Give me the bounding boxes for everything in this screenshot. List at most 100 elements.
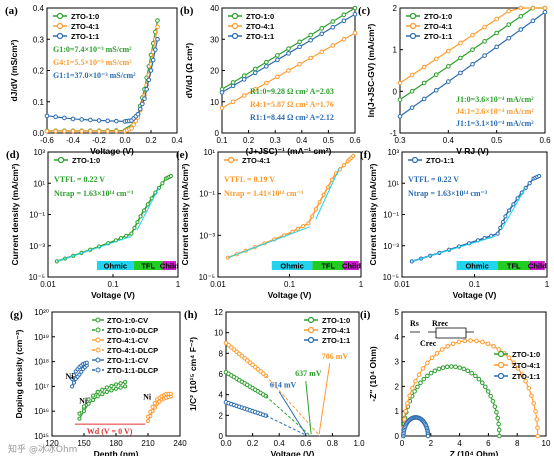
data-point bbox=[530, 18, 536, 24]
data-point bbox=[421, 376, 427, 382]
x-tick-label: 4 bbox=[457, 439, 462, 448]
data-point bbox=[482, 39, 487, 44]
y-axis-label: Current density (mA/cm²) bbox=[10, 163, 20, 265]
data-point bbox=[421, 64, 427, 70]
region-ohmic bbox=[271, 261, 313, 270]
x-tick-label: 0.5 bbox=[323, 136, 335, 145]
data-point bbox=[412, 389, 417, 394]
data-point bbox=[527, 181, 532, 186]
series-line bbox=[399, 7, 545, 84]
y-tick-label: 10⁻⁵ bbox=[29, 273, 45, 282]
data-point bbox=[498, 225, 503, 230]
data-point bbox=[421, 80, 427, 86]
data-point bbox=[490, 398, 496, 404]
circuit-diagram bbox=[410, 327, 474, 339]
data-point bbox=[219, 105, 225, 111]
y-axis-label: Doping density (cm⁻³) bbox=[14, 329, 24, 418]
legend-marker bbox=[409, 22, 417, 30]
data-point bbox=[440, 365, 446, 370]
region-child bbox=[344, 261, 359, 270]
data-point bbox=[286, 68, 291, 73]
x-tick-label: 0.01 bbox=[210, 280, 226, 289]
y-tick-label: 1 bbox=[395, 407, 400, 416]
y-axis-label: ln(J+JSC-GV) (mA/cm²) bbox=[366, 23, 376, 117]
data-point bbox=[535, 433, 541, 439]
y-tick-label: 0 bbox=[393, 87, 398, 96]
fit-tfl bbox=[136, 187, 160, 231]
data-point bbox=[77, 416, 82, 421]
data-point bbox=[530, 5, 536, 11]
data-point bbox=[473, 373, 478, 379]
data-point bbox=[300, 224, 306, 229]
fit-tfl bbox=[315, 166, 341, 220]
y-tick-label: 8 bbox=[219, 349, 224, 358]
data-point bbox=[306, 221, 311, 226]
x-tick-label: -0.2 bbox=[92, 136, 106, 145]
data-point bbox=[470, 32, 475, 38]
x-axis-label: Voltage (V) bbox=[271, 449, 315, 456]
data-point bbox=[79, 369, 84, 374]
data-point bbox=[241, 93, 247, 98]
data-point bbox=[330, 24, 336, 30]
data-point bbox=[77, 372, 82, 377]
data-point bbox=[275, 74, 280, 80]
data-point bbox=[219, 90, 225, 95]
data-point bbox=[62, 128, 67, 134]
data-point bbox=[137, 106, 143, 112]
panel-label: (d) bbox=[6, 149, 20, 161]
data-point bbox=[252, 66, 258, 72]
data-point bbox=[506, 8, 512, 14]
data-point bbox=[88, 117, 93, 123]
data-point bbox=[523, 378, 528, 384]
data-point bbox=[434, 351, 440, 356]
data-point bbox=[420, 366, 426, 371]
data-point bbox=[444, 364, 450, 370]
data-point bbox=[462, 338, 468, 344]
data-point bbox=[275, 53, 280, 58]
x-axis-label: Voltage (V) bbox=[268, 290, 312, 300]
x-tick-label: 0.8 bbox=[327, 439, 339, 448]
panel-i: (i) 0 2 4 6 8 10 0 1 2 3 4 5 Z (10⁴ Ohm) -Z'' (10⁴ Ohm… bbox=[360, 308, 551, 456]
x-tick-label: 8 bbox=[515, 439, 520, 448]
x-tick-label: 2 bbox=[429, 439, 434, 448]
data-point bbox=[495, 231, 500, 236]
data-point bbox=[496, 427, 502, 433]
vtfl-label: VTFL = 0.22 V bbox=[54, 175, 105, 184]
x-tick-label: 6 bbox=[486, 439, 491, 448]
data-point bbox=[341, 12, 347, 18]
data-point bbox=[450, 341, 456, 347]
legend-marker bbox=[95, 367, 101, 373]
panel-f: (f) 0.01 0.1 1 10⁻⁵ 10⁻³ 10⁻¹ 10¹ 10³ Voltage (V)… bbox=[360, 148, 550, 300]
y-tick-label: 10 bbox=[210, 98, 219, 107]
y-tick-label: 10⁻¹ bbox=[383, 211, 399, 220]
data-point bbox=[456, 339, 462, 345]
data-point bbox=[457, 365, 463, 370]
x-tick-label: 0.1 bbox=[216, 136, 228, 145]
y-tick-label: 0 bbox=[219, 432, 224, 441]
data-point bbox=[531, 401, 537, 406]
data-point bbox=[474, 338, 479, 344]
panel-label: (c) bbox=[358, 5, 371, 17]
y-tick-label: 10²⁰ bbox=[34, 308, 49, 317]
x-tick-label: 0.1 bbox=[469, 280, 481, 289]
extrapolation-line bbox=[265, 395, 312, 437]
data-point bbox=[150, 57, 156, 63]
y-tick-label: -1 bbox=[390, 129, 398, 138]
legend-marker bbox=[95, 317, 101, 323]
region-label: TFL bbox=[507, 262, 521, 271]
data-point bbox=[264, 64, 269, 69]
data-point bbox=[308, 32, 313, 38]
legend-marker bbox=[95, 327, 101, 333]
x-tick-label: 1 bbox=[359, 280, 364, 289]
legend-marker bbox=[497, 372, 505, 380]
data-point bbox=[135, 111, 141, 117]
data-point bbox=[44, 128, 50, 134]
panel-a: (a) -0.6 -0.4 -0.2 0.0 0.2 0.4 0.0 0.1 0.2 0.3 0.4 V… bbox=[5, 4, 183, 156]
legend-entry: ZTO-4:1-DLCP bbox=[107, 346, 158, 355]
data-point bbox=[482, 24, 487, 30]
data-point bbox=[415, 384, 420, 390]
x-tick-label: 0.0 bbox=[119, 136, 131, 145]
legend-entry: ZTO-1:1-DLCP bbox=[107, 366, 158, 375]
data-point bbox=[264, 59, 269, 65]
y-tick-label: 10¹ bbox=[33, 179, 45, 188]
